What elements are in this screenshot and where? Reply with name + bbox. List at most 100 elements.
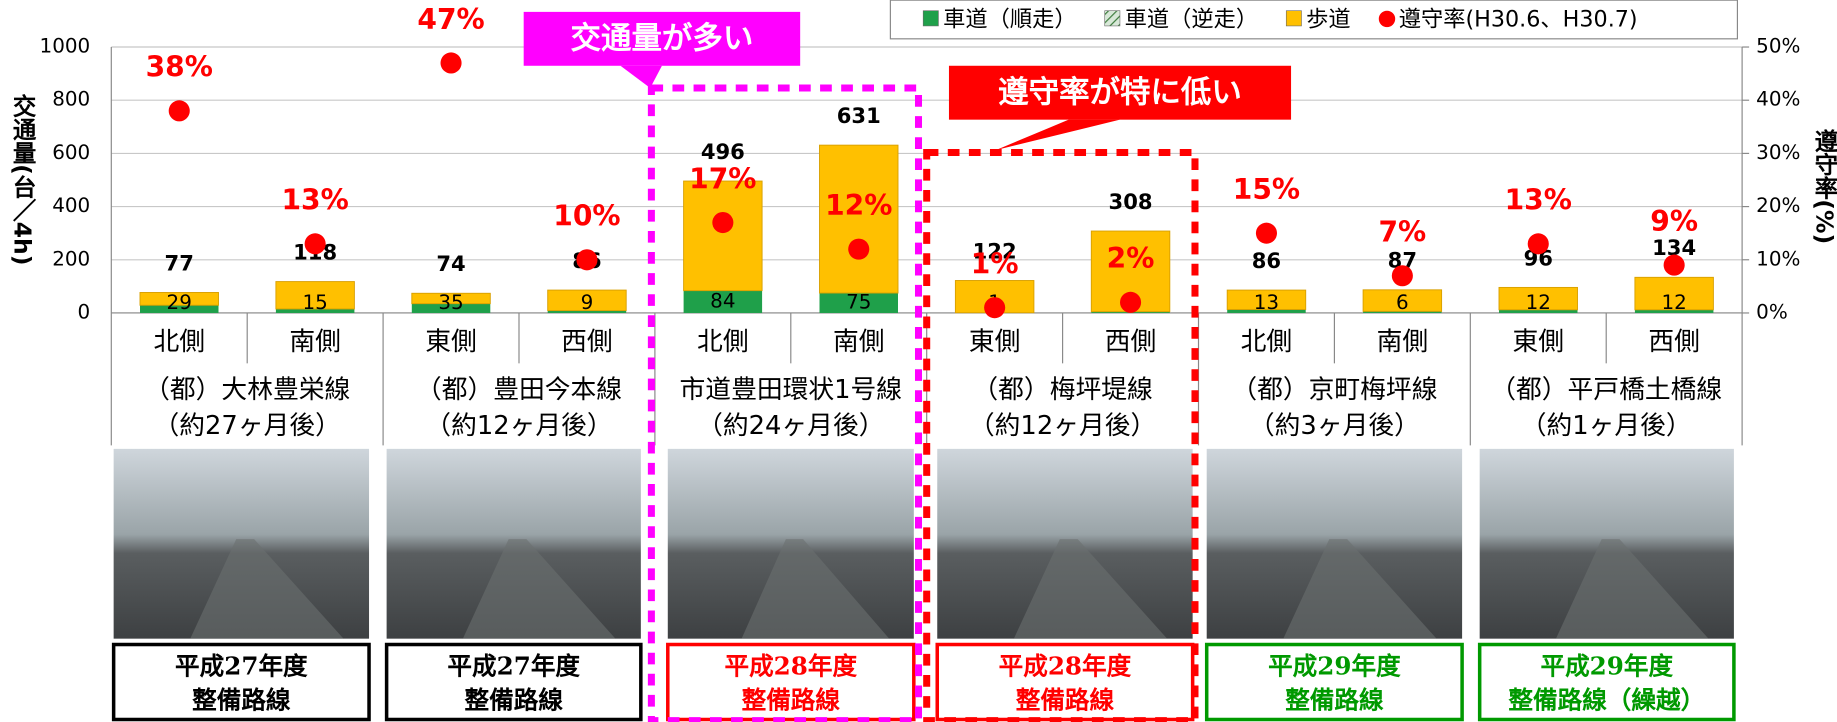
legend-marker [1286,11,1301,26]
rate-dot [848,239,869,260]
panel-label: 整備路線 [742,685,841,714]
x-tick-label: 東側 [425,327,477,357]
y2-tick-label: 30% [1756,141,1800,164]
total-label: 86 [1252,248,1281,273]
panel-label: 整備路線 [1016,685,1115,714]
x-tick-label: 東側 [1512,327,1564,357]
rate-dot [984,297,1005,318]
group-name: （都）豊田今本線 [416,375,622,405]
x-tick-label: 北側 [153,327,205,357]
rate-label: 1% [971,247,1019,280]
x-tick-label: 北側 [697,327,749,357]
y-axis-title: 交通量(台／4h) [9,93,37,266]
bar-inner-label: 13 [1254,291,1279,314]
callout-text: 交通量が多い [571,20,754,56]
rate-label: 13% [1505,184,1572,217]
total-label: 77 [165,250,194,275]
rate-dot [169,100,190,121]
rate-label: 7% [1378,216,1426,249]
x-tick-label: 西側 [1105,327,1157,357]
y-tick-label: 0 [78,300,91,323]
y-tick-label: 600 [52,141,90,164]
rate-label: 47% [417,3,484,36]
chart: 020040060080010000%10%20%30%40%50%交通量(台／… [0,0,1837,722]
group-period: （約3ヶ月後） [1249,411,1420,441]
group-period: （約24ヶ月後） [697,411,884,441]
callout-text: 遵守率が特に低い [998,74,1242,110]
panel-label: 整備路線 [192,685,291,714]
total-label: 74 [436,251,465,276]
group-period: （約27ヶ月後） [154,411,341,441]
rate-dot [1120,292,1141,313]
bar-inner-label: 12 [1526,291,1551,314]
panel-label: 整備路線 [1285,685,1384,714]
callout-pointer [996,120,1120,150]
x-tick-label: 西側 [561,327,613,357]
y2-axis-title: 遵守率(%) [1810,128,1837,245]
bar-inner-label: 12 [1661,291,1686,314]
total-label: 496 [701,139,745,164]
y2-tick-label: 40% [1756,88,1800,111]
bar-inner-label: 9 [581,291,594,314]
group-name: 市道豊田環状1号線 [680,375,903,405]
bar-inner-label: 15 [302,291,327,314]
x-tick-label: 南側 [289,327,341,357]
rate-label: 38% [146,51,213,84]
rate-label: 10% [553,200,620,233]
bar-inner-label: 35 [438,291,463,314]
rate-label: 9% [1650,205,1698,238]
rate-dot [1256,223,1277,244]
legend-marker [1379,11,1395,27]
rate-dot [441,52,462,73]
panel-year: 平成28年度 [999,651,1132,680]
y-tick-label: 800 [52,88,90,111]
group-name: （都）大林豊栄線 [144,375,350,405]
legend: 車道（順走）車道（逆走）歩道遵守率(H30.6、H30.7) [890,0,1737,39]
legend-marker [923,11,938,26]
group-period: （約1ヶ月後） [1521,411,1692,441]
rate-label: 2% [1107,242,1155,275]
group-period: （約12ヶ月後） [425,411,612,441]
group-name: （都）梅坪堤線 [972,375,1152,405]
group-name: （都）京町梅坪線 [1231,375,1437,405]
panel-label: 整備路線 [465,685,564,714]
y-tick-label: 400 [52,194,90,217]
legend-label: 車道（順走） [943,7,1076,33]
rate-label: 17% [689,162,756,195]
panel-year: 平成27年度 [175,651,308,680]
bar-segment [684,181,762,291]
x-tick-label: 北側 [1241,327,1293,357]
panel-year: 平成28年度 [724,651,857,680]
rate-dot [712,212,733,233]
rate-dot [576,249,597,270]
total-label: 631 [837,103,881,128]
y2-tick-label: 10% [1756,247,1800,270]
rate-label: 15% [1233,173,1300,206]
x-tick-label: 西側 [1648,327,1700,357]
panel-year: 平成27年度 [447,651,580,680]
x-tick-label: 東側 [969,327,1021,357]
legend-label: 歩道 [1306,7,1350,33]
y-tick-label: 1000 [40,35,91,58]
bar-inner-label: 6 [1396,291,1409,314]
rate-label: 12% [825,189,892,222]
page: {"chart_data": { "type": "bar", "stacked… [0,0,1837,722]
x-tick-label: 南側 [833,327,885,357]
rate-dot [1528,233,1549,254]
group-period: （約12ヶ月後） [969,411,1156,441]
panel-label: 整備路線（繰越） [1508,685,1705,714]
y2-tick-label: 0% [1756,300,1788,323]
rate-dot [1392,265,1413,286]
bar-inner-label: 29 [167,291,192,314]
bar-inner-label: 75 [846,290,871,313]
rate-dot [305,233,326,254]
total-label: 308 [1109,189,1153,214]
legend-label: 遵守率(H30.6、H30.7) [1399,7,1638,33]
y2-tick-label: 20% [1756,194,1800,217]
rate-dot [1664,255,1685,276]
panel-year: 平成29年度 [1540,651,1673,680]
y2-tick-label: 50% [1756,35,1800,58]
group-name: （都）平戸橋土橋線 [1490,375,1722,405]
rate-label: 13% [282,184,349,217]
x-tick-label: 南側 [1377,327,1429,357]
